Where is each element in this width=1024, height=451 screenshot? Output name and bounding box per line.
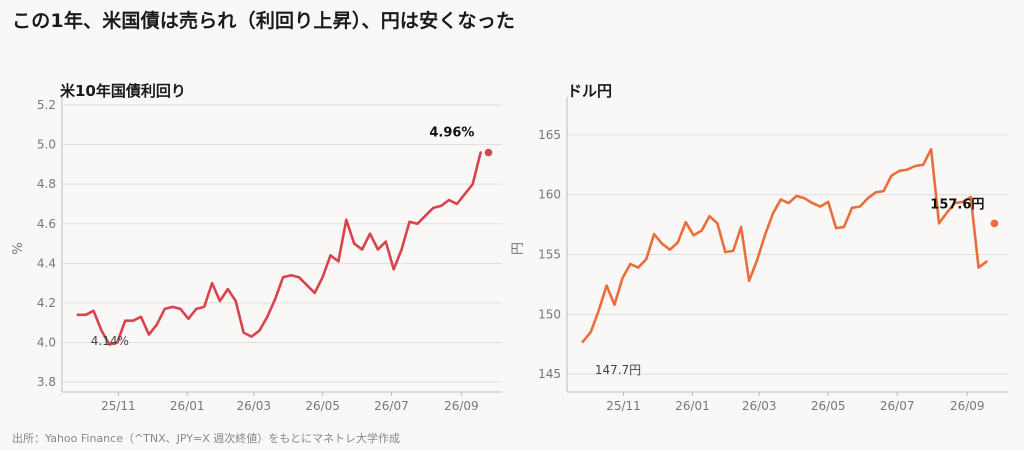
usdjpy-y-tick-label: 150 bbox=[538, 307, 561, 321]
yield-y-tick-label: 4.0 bbox=[37, 336, 56, 350]
yield-x-tick-label: 26/07 bbox=[374, 399, 409, 413]
yield-start-label: 4.14% bbox=[91, 334, 129, 348]
yield-end-point bbox=[484, 148, 493, 157]
yield-chart-title: 米10年国債利回り bbox=[60, 82, 186, 100]
yield-y-tick-label: 4.8 bbox=[37, 177, 56, 191]
yield-end-label: 4.96% bbox=[429, 126, 474, 141]
usdjpy-start-label: 147.7円 bbox=[595, 363, 641, 377]
source-note: 出所：Yahoo Finance（^TNX、JPY=X 週次終値）をもとにマネト… bbox=[12, 432, 401, 445]
usdjpy-end-point bbox=[990, 219, 999, 228]
yield-y-tick-label: 5.2 bbox=[37, 98, 56, 112]
usdjpy-chart-title: ドル円 bbox=[567, 82, 613, 100]
yield-series-line bbox=[76, 151, 482, 346]
usdjpy-x-tick-label: 26/01 bbox=[675, 399, 710, 413]
usdjpy-y-tick-label: 145 bbox=[538, 367, 561, 381]
yield-x-tick-label: 26/01 bbox=[170, 399, 205, 413]
yield-y-tick-label: 3.8 bbox=[37, 375, 56, 389]
usdjpy-series-line bbox=[581, 147, 988, 344]
yield-y-tick-label: 5.0 bbox=[37, 138, 56, 152]
yield-x-tick-label: 26/05 bbox=[305, 399, 340, 413]
usdjpy-end-label: 157.6円 bbox=[930, 197, 984, 212]
yield-x-tick-label: 25/11 bbox=[101, 399, 136, 413]
yield-x-tick-label: 26/03 bbox=[236, 399, 271, 413]
usdjpy-x-tick-label: 25/11 bbox=[606, 399, 641, 413]
usdjpy-y-tick-label: 165 bbox=[538, 128, 561, 142]
usdjpy-y-tick-label: 155 bbox=[538, 247, 561, 261]
usdjpy-x-tick-label: 26/07 bbox=[880, 399, 915, 413]
yield-y-tick-label: 4.6 bbox=[37, 217, 56, 231]
yield-y-tick-label: 4.4 bbox=[37, 256, 56, 270]
usdjpy-y-axis-label: 円 bbox=[511, 242, 526, 255]
yield-y-tick-label: 4.2 bbox=[37, 296, 56, 310]
page-title: この1年、米国債は売られ（利回り上昇）、円は安くなった bbox=[12, 10, 516, 32]
usdjpy-x-tick-label: 26/09 bbox=[950, 399, 985, 413]
usdjpy-x-tick-label: 26/03 bbox=[742, 399, 777, 413]
usdjpy-x-tick-label: 26/05 bbox=[811, 399, 846, 413]
usdjpy-y-tick-label: 160 bbox=[538, 188, 561, 202]
yield-x-tick-label: 26/09 bbox=[444, 399, 479, 413]
yield-y-axis-label: % bbox=[11, 242, 26, 254]
